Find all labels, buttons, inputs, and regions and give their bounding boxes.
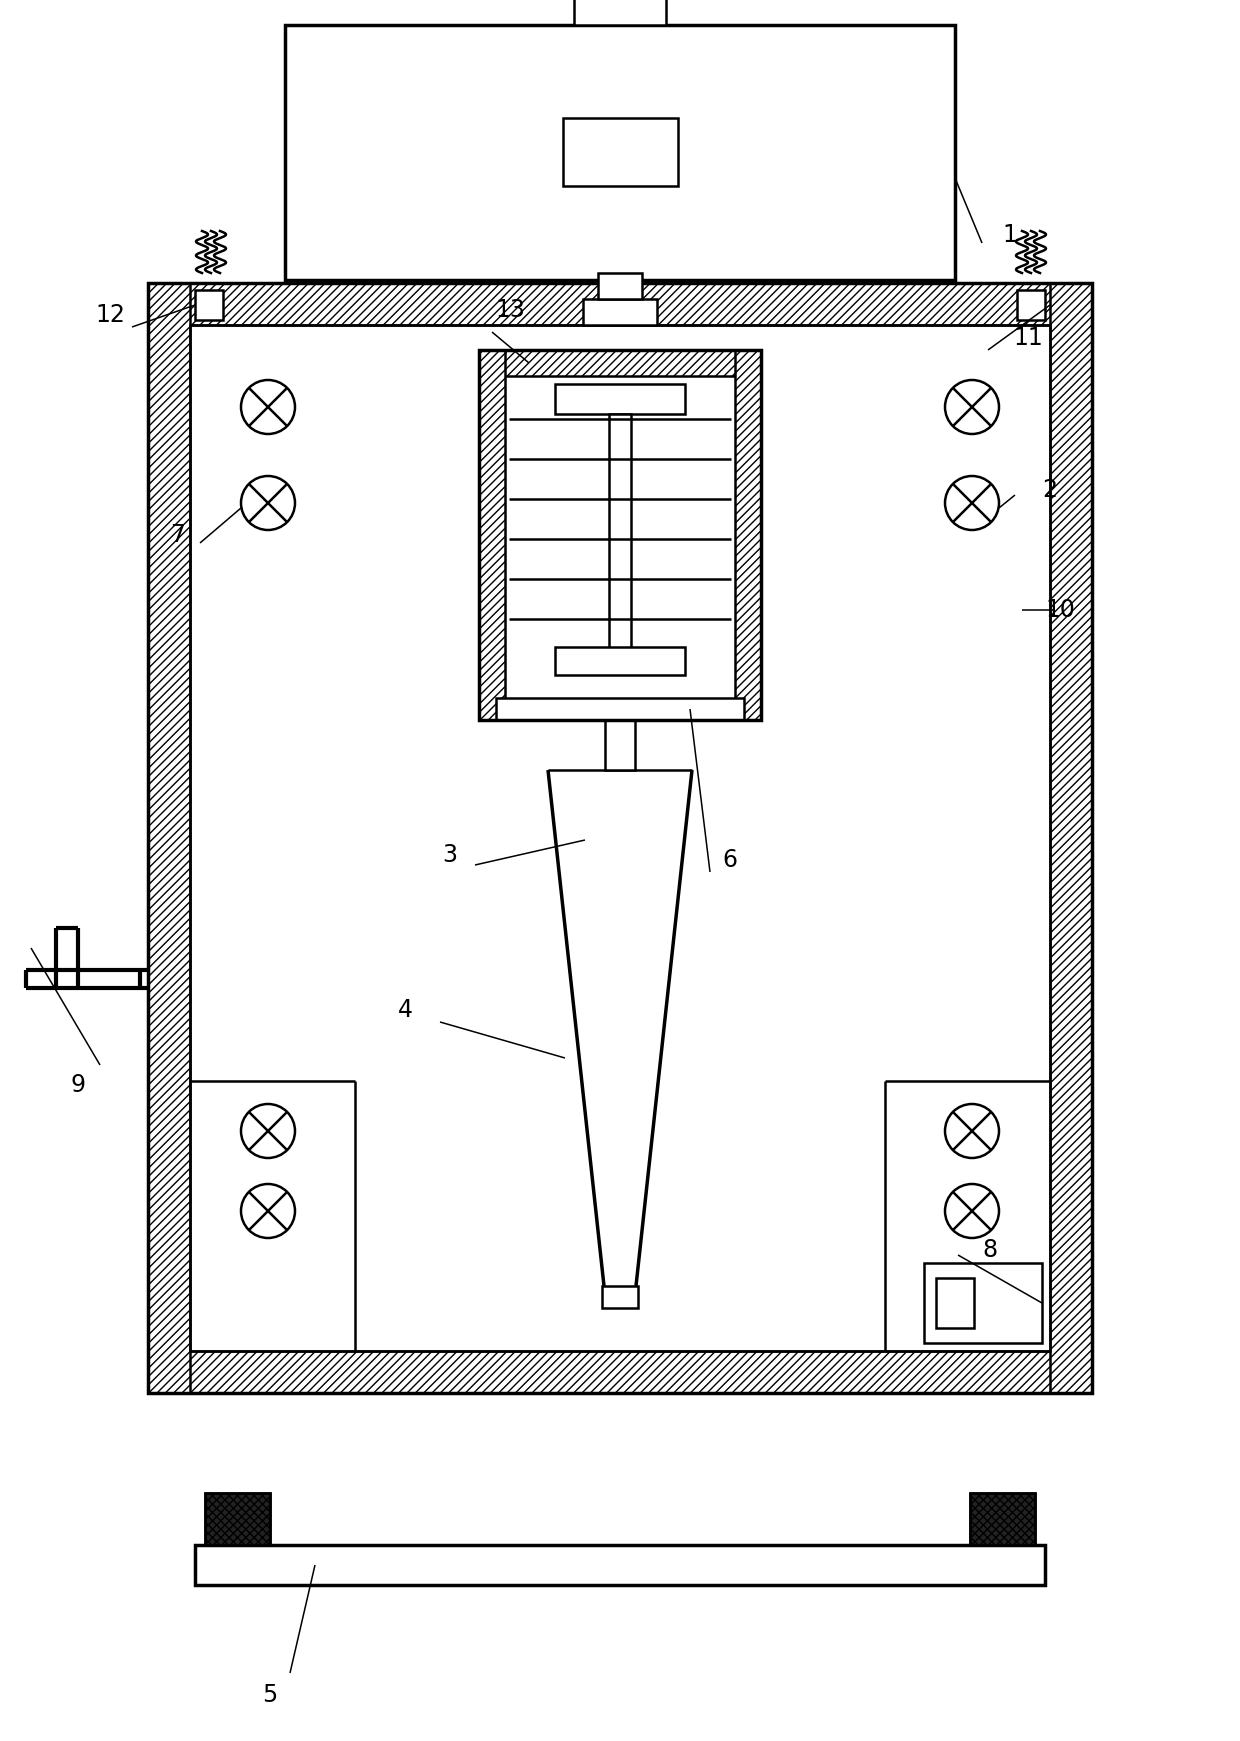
Bar — [148, 284, 1092, 326]
Bar — [598, 273, 642, 299]
Bar — [496, 698, 744, 721]
Bar — [574, 0, 666, 24]
Bar — [924, 1262, 1042, 1342]
Text: 13: 13 — [495, 298, 525, 322]
Text: 12: 12 — [95, 303, 125, 327]
Bar — [583, 299, 657, 326]
Bar — [148, 284, 1092, 1393]
Bar — [195, 1544, 1045, 1584]
Text: 10: 10 — [1045, 597, 1075, 622]
Bar — [1050, 284, 1092, 1393]
Text: 6: 6 — [723, 848, 738, 872]
Text: 7: 7 — [171, 522, 186, 547]
Bar — [556, 385, 684, 414]
Bar — [148, 284, 190, 1393]
Bar — [479, 350, 761, 376]
Bar — [735, 350, 761, 721]
Text: 5: 5 — [263, 1684, 278, 1706]
Bar — [556, 648, 684, 676]
Bar — [205, 1494, 270, 1544]
Polygon shape — [548, 770, 692, 1287]
Bar — [609, 414, 631, 665]
Bar — [195, 291, 223, 320]
Bar — [563, 118, 678, 186]
Bar — [601, 1287, 639, 1307]
Text: 3: 3 — [443, 843, 458, 867]
Text: 9: 9 — [71, 1072, 86, 1097]
Text: 1: 1 — [1003, 223, 1018, 247]
Bar — [479, 350, 761, 721]
Bar — [205, 1494, 270, 1544]
Bar — [605, 721, 635, 770]
Text: 8: 8 — [982, 1238, 997, 1262]
Bar — [970, 1494, 1035, 1544]
Bar — [479, 350, 505, 721]
Text: 2: 2 — [1043, 479, 1058, 501]
Bar — [285, 24, 955, 280]
Bar — [1017, 291, 1045, 320]
Bar — [190, 326, 1050, 1351]
Text: 11: 11 — [1013, 326, 1043, 350]
Bar — [970, 1494, 1035, 1544]
Bar — [936, 1278, 973, 1328]
Text: 4: 4 — [398, 998, 413, 1022]
Bar — [148, 1351, 1092, 1393]
